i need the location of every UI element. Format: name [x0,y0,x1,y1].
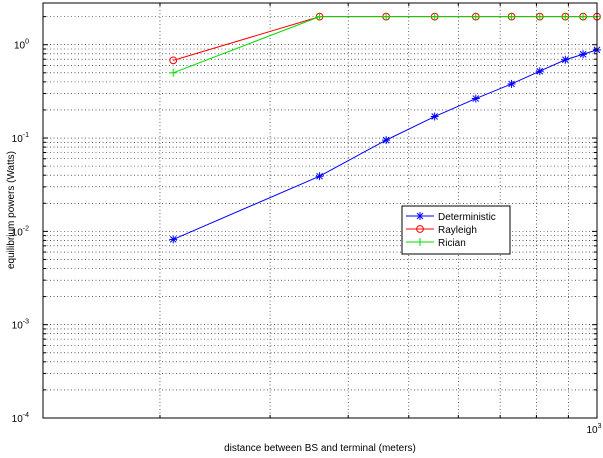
data-point-plus [382,12,391,21]
data-point-asterisk [430,112,439,121]
legend-entry-rayleigh: Rayleigh [406,225,477,236]
series-line [173,16,597,74]
data-point-asterisk [507,79,516,88]
asterisk-marker-d2 [382,136,390,144]
data-point-asterisk [315,172,324,181]
data-point-plus [471,12,480,21]
asterisk-marker-d2 [431,113,439,120]
series-rayleigh [169,12,601,65]
legend-label: Rician [438,238,466,249]
asterisk-marker-d2 [316,172,323,180]
series-rician [169,12,601,77]
data-point-plus [507,12,516,21]
y-tick-label: 10-4 [12,412,29,425]
legend-entry-deterministic: Deterministic [406,212,496,223]
data-point-plus [579,12,588,21]
series-line [173,49,598,240]
asterisk-marker-d2 [508,80,515,88]
y-tick-label: 10-2 [12,225,29,238]
y-tick-label: 10-3 [12,319,29,332]
data-point-asterisk [471,94,480,103]
asterisk-marker-d2 [416,212,424,220]
data-point-asterisk [382,136,391,145]
data-point-asterisk [416,212,424,220]
legend-entry-rician: Rician [406,238,466,249]
legend: Deterministic Rayleigh Rician [401,205,511,255]
asterisk-marker-d2 [579,50,587,58]
series-deterministic [169,45,601,244]
data-point-asterisk [169,235,178,244]
data-point-plus [535,12,544,21]
plot-series [169,12,601,244]
asterisk-marker-d2 [169,236,177,243]
axis-tick-labels: 10-4 10-3 10-2 10-1 100 103 [12,39,602,436]
asterisk-marker-d2 [472,95,480,102]
legend-label: Rayleigh [438,225,477,236]
data-point-asterisk [579,50,588,59]
asterisk-marker-d2 [536,67,544,75]
y-axis-label: equilibrium powers (Watts) [6,151,17,269]
data-point-asterisk [561,55,570,64]
data-point-plus [430,12,439,21]
data-point-plus [561,12,570,21]
plot-frame [42,2,598,419]
data-point-circle [416,225,424,233]
data-point-asterisk [535,67,544,76]
x-tick-label: 103 [586,423,601,436]
grid [43,3,597,418]
legend-label: Deterministic [438,212,496,223]
data-point-plus [315,12,324,21]
data-point-circle [169,56,178,65]
x-axis-label: distance between BS and terminal (meters… [224,443,416,454]
y-tick-label: 100 [14,39,29,52]
asterisk-marker-d2 [562,56,569,64]
y-tick-label: 10-1 [12,132,29,145]
data-point-plus [169,68,178,77]
data-point-plus [416,238,424,246]
